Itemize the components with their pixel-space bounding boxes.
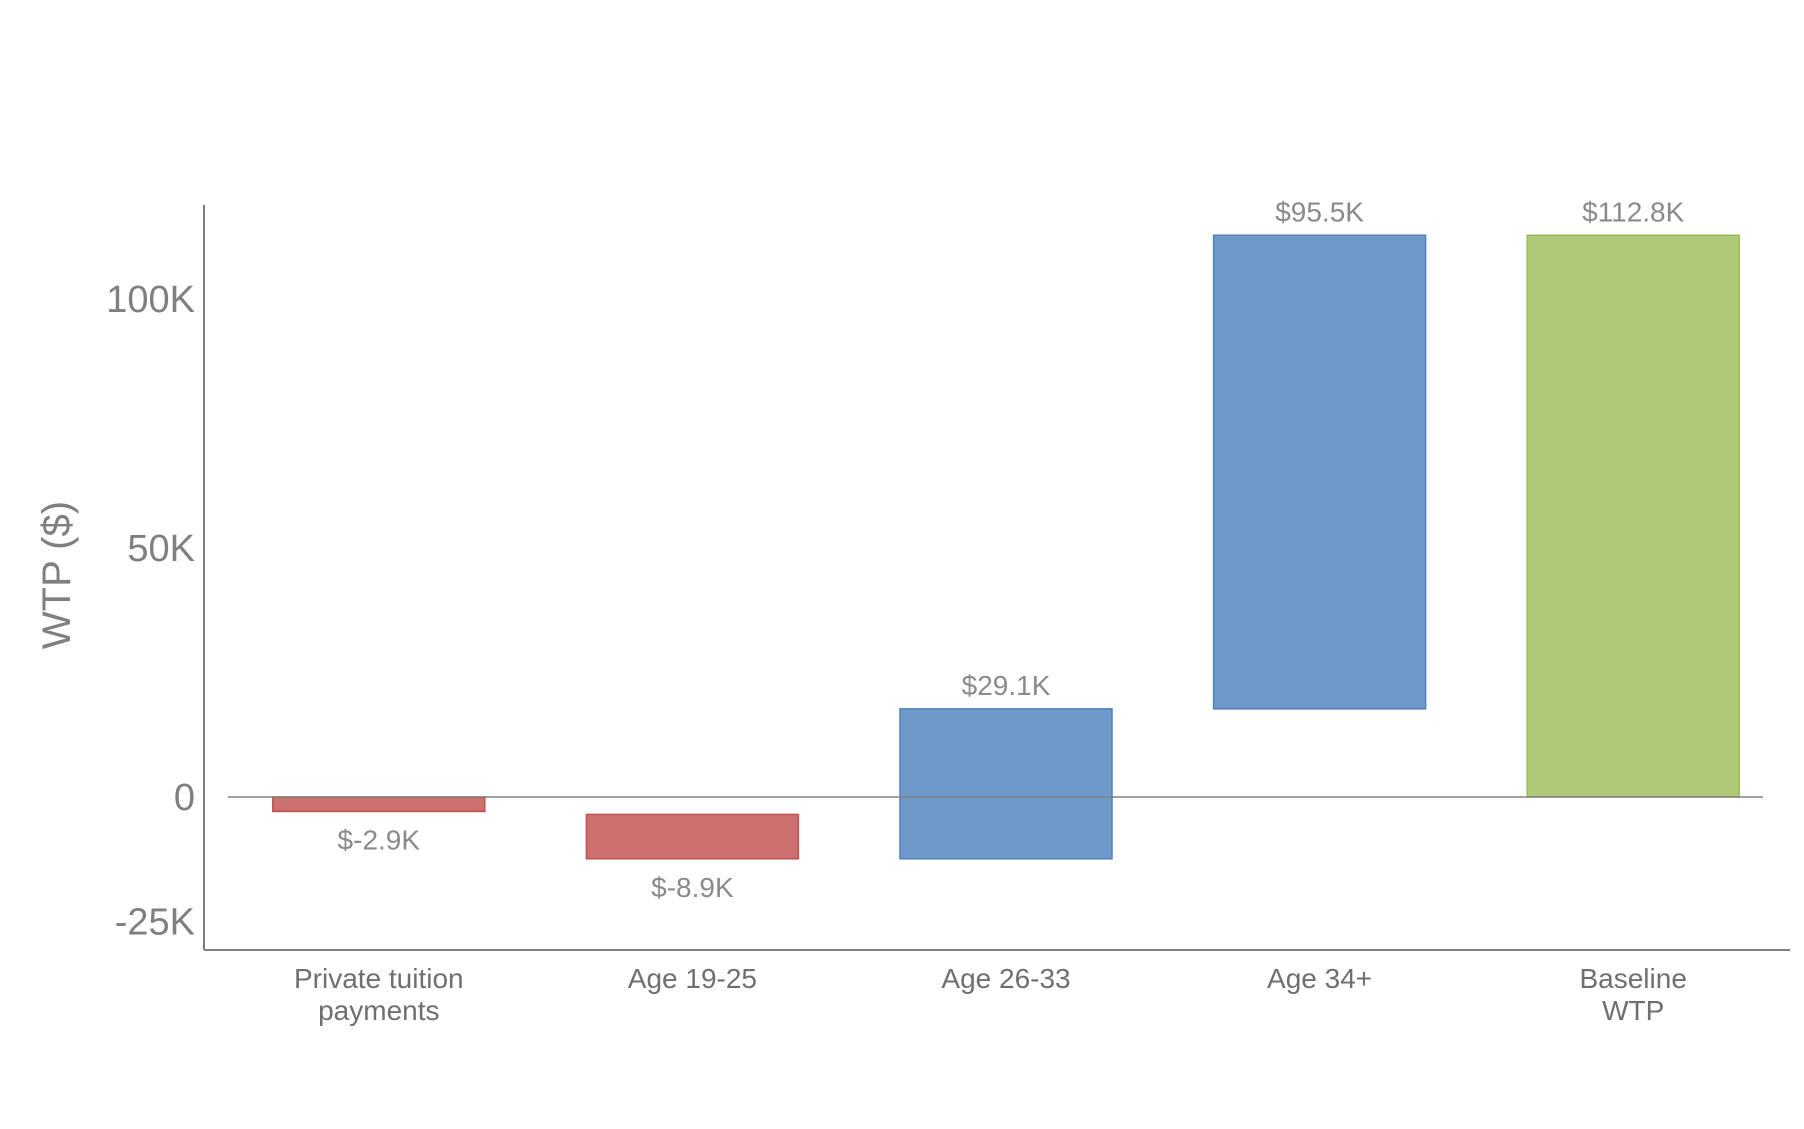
bar <box>899 708 1113 860</box>
y-tick-label: -25K <box>115 902 195 944</box>
y-tick-label: 0 <box>174 777 195 819</box>
bars-layer <box>272 234 1740 860</box>
category-label: Age 26-33 <box>941 963 1070 994</box>
category-label: Baseline <box>1579 963 1686 994</box>
data-label: $-2.9K <box>338 824 421 855</box>
data-label: $95.5K <box>1275 196 1364 227</box>
data-labels: $-2.9K $-8.9K $29.1K $95.5K $112.8K <box>338 196 1685 902</box>
bar <box>1212 234 1427 710</box>
y-tick-labels: 100K 50K 0 -25K <box>106 279 195 944</box>
y-tick-label: 50K <box>127 528 195 570</box>
data-label: $29.1K <box>962 670 1051 701</box>
data-label: $-8.9K <box>651 872 734 903</box>
y-tick-label: 100K <box>106 279 195 321</box>
category-label: Age 34+ <box>1267 963 1372 994</box>
data-label: $112.8K <box>1582 196 1685 227</box>
category-label: WTP <box>1602 995 1664 1026</box>
category-label: Age 19-25 <box>628 963 757 994</box>
bar <box>585 813 800 860</box>
category-label: payments <box>318 995 439 1026</box>
bar <box>1526 234 1740 798</box>
category-label: Private tuition <box>294 963 464 994</box>
bar <box>272 796 486 813</box>
y-axis-title: WTP ($) <box>35 501 79 649</box>
